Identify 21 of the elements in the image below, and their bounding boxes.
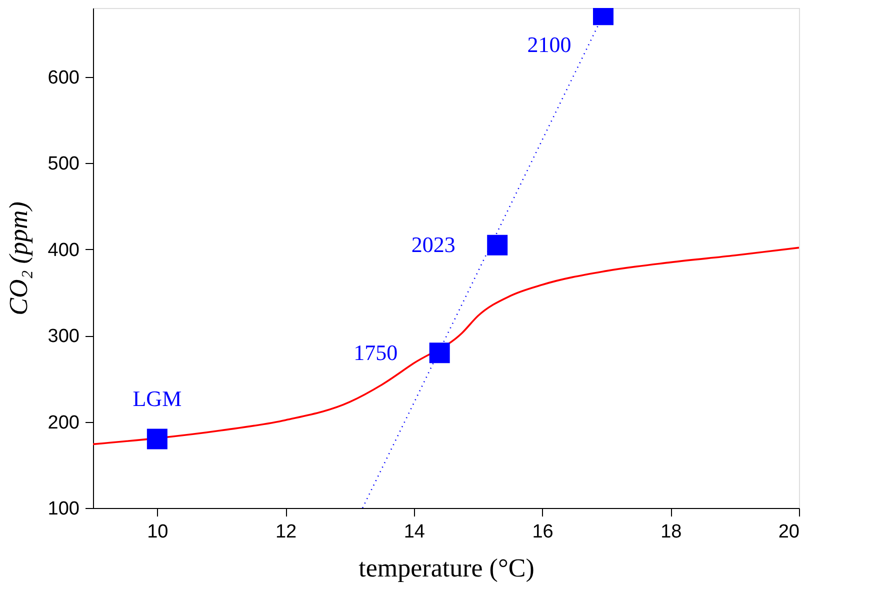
point	[429, 342, 450, 364]
annotation: 2023	[411, 232, 456, 258]
y-tick-label: 400	[48, 240, 80, 261]
point	[487, 234, 508, 256]
y-tick-label: 200	[48, 412, 80, 434]
x-tick-label: 18	[660, 522, 682, 542]
point	[146, 428, 168, 450]
x-tick-label: 10	[147, 522, 168, 542]
x-tick-label: 16	[532, 522, 554, 542]
y-axis-title: CO₂ (ppm)	[4, 202, 33, 316]
y-tick-label: 500	[48, 154, 80, 175]
y-tick-label: 100	[48, 498, 80, 520]
y-tick-label: 300	[48, 326, 80, 348]
x-axis-title: temperature (°C)	[358, 554, 534, 582]
y-tick-label: 600	[48, 67, 80, 88]
x-tick-label: 20	[778, 522, 800, 542]
x-tick-label: 12	[275, 522, 297, 542]
annotation: 2100	[527, 32, 572, 57]
x-tick-label: 14	[404, 522, 426, 542]
annotation: 1750	[354, 340, 398, 365]
annotation: LGM	[132, 386, 182, 412]
